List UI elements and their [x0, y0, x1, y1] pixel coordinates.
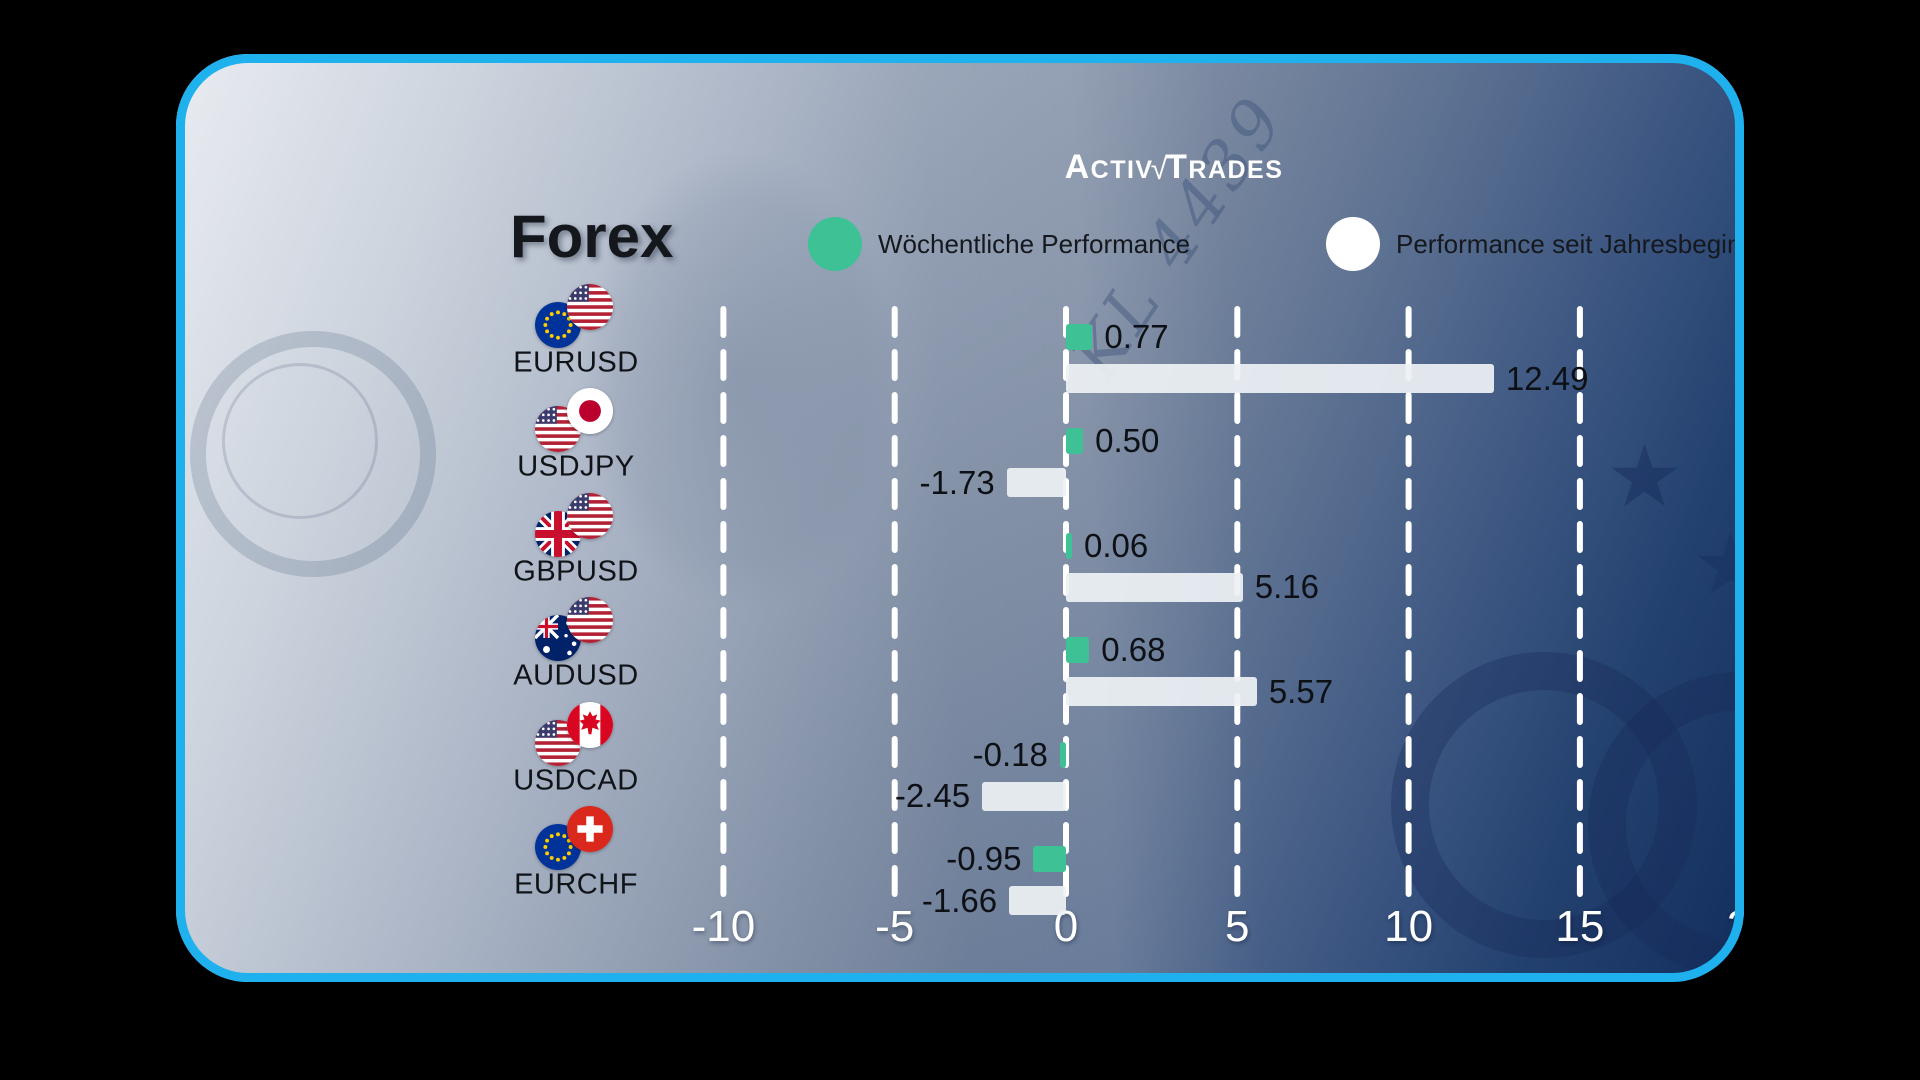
gridlines — [720, 306, 1583, 909]
bar-value-label: 0.68 — [1101, 631, 1166, 669]
flag-us-icon — [567, 284, 613, 330]
bar-value-label: 5.57 — [1268, 672, 1334, 710]
flag-ch-icon — [567, 806, 613, 852]
x-tick-label: 20 — [1726, 902, 1744, 951]
bar-ytd — [1066, 572, 1243, 602]
bar-weekly — [1066, 428, 1084, 455]
currency-pair-label: GBPUSD — [513, 555, 639, 588]
legend-label-weekly: Wöchentliche Performance — [878, 228, 1191, 259]
bar-value-label: -1.73 — [919, 463, 995, 501]
currency-pair-label: EURCHF — [514, 868, 638, 901]
legend-marker-ytd-icon — [1326, 217, 1380, 271]
bar-value-label: -0.95 — [946, 840, 1022, 877]
bar-weekly — [1066, 324, 1093, 350]
chart-card: KL 4439 ★ ★ Activ√Trades Forex Wöchentli… — [176, 54, 1744, 982]
bar-ytd — [1066, 364, 1494, 393]
bar-value-label: -1.66 — [921, 881, 998, 919]
legend-item-ytd: Performance seit Jahresbeginn — [1326, 216, 1744, 272]
page-title: Forex — [510, 203, 674, 270]
bar-weekly — [1033, 846, 1066, 872]
bar-ytd — [1009, 886, 1066, 915]
x-tick-label: 10 — [1384, 902, 1434, 951]
bar-value-label: 0.77 — [1104, 318, 1169, 355]
bar-value-label: 12.49 — [1505, 359, 1589, 397]
bar-weekly — [1066, 637, 1090, 664]
currency-flag-pair — [535, 597, 617, 663]
x-axis-label: % Prozentuale Performance — [944, 976, 1332, 982]
logo-text-activ: Activ — [1064, 148, 1154, 186]
bar-value-label: 0.50 — [1095, 422, 1160, 460]
flag-us-icon — [567, 597, 613, 644]
x-tick-label: -10 — [691, 902, 756, 951]
bar-value-label: 5.16 — [1254, 568, 1320, 606]
currency-pair-label: EURUSD — [513, 346, 639, 379]
logo-check-icon: √ — [1150, 151, 1170, 186]
bar-weekly — [1059, 741, 1066, 768]
euro-star-icon: ★ — [1606, 429, 1684, 525]
bar-ytd — [1066, 677, 1257, 707]
currency-flag-pair — [535, 806, 617, 872]
flag-jp-icon — [567, 388, 613, 435]
background-art-portrait — [527, 73, 955, 686]
bar-value-label: -2.45 — [894, 777, 971, 815]
legend-item-weekly: Wöchentliche Performance — [808, 216, 1190, 272]
flag-us-icon — [567, 492, 613, 539]
bar-weekly — [1066, 532, 1072, 559]
bar-ytd — [982, 781, 1066, 811]
currency-flag-pair — [535, 701, 617, 768]
currency-flag-pair — [535, 388, 617, 454]
currency-flag-pair — [535, 284, 617, 350]
bar-ytd — [1006, 468, 1066, 498]
logo-text-trades: Trades — [1166, 148, 1284, 186]
background-art-seal-inner — [222, 363, 378, 519]
currency-pair-label: USDCAD — [513, 764, 639, 797]
legend-label-ytd: Performance seit Jahresbeginn — [1396, 228, 1744, 259]
currency-pair-label: AUDUSD — [513, 659, 639, 692]
bar-value-label: -0.18 — [972, 735, 1048, 773]
x-tick-label: -5 — [875, 902, 915, 951]
bar-value-label: 0.06 — [1084, 526, 1149, 564]
x-tick-label: 15 — [1555, 902, 1605, 951]
x-tick-label: 5 — [1225, 902, 1250, 951]
legend-marker-weekly-icon — [808, 217, 862, 271]
chart-content: Activ√Trades Forex Wöchentliche Performa… — [352, 108, 1744, 982]
currency-flag-pair — [535, 492, 617, 559]
flag-ca-icon — [567, 701, 613, 748]
activtrades-logo: Activ√Trades — [1065, 148, 1284, 187]
currency-pair-label: USDJPY — [517, 450, 635, 483]
